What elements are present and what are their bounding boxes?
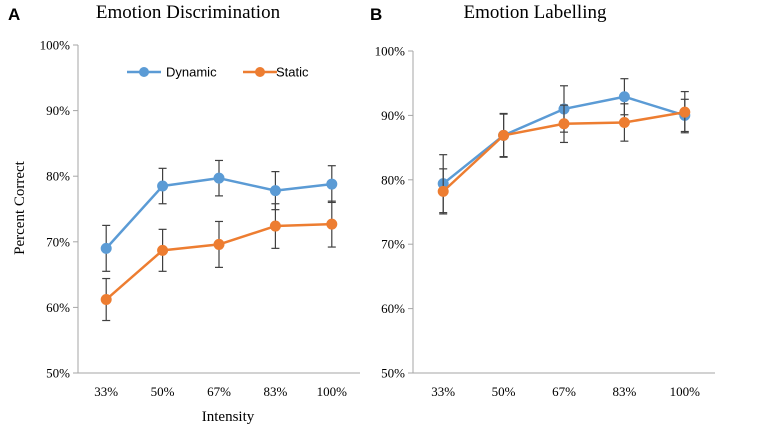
- panel-a-y-tick-label: 80%: [46, 169, 70, 184]
- panel-a-x-tick-label: 67%: [207, 384, 231, 399]
- panel-b-x-tick-label: 83%: [612, 384, 636, 399]
- panel-b-x-tick-label: 67%: [552, 384, 576, 399]
- panel-b-x-tick-label: 50%: [492, 384, 516, 399]
- panel-b-static-point: [679, 106, 691, 118]
- panel-a-y-tick-label: 50%: [46, 366, 70, 381]
- legend-static-label: Static: [276, 65, 309, 80]
- legend-dynamic-marker: [139, 67, 149, 77]
- panel-a-plot: 50% 60% 70% 80% 90% 100% 33% 50% 67% 83% 100%: [40, 38, 360, 399]
- panel-a-dynamic-point: [326, 178, 338, 190]
- panel-a-x-axis-title: Intensity: [202, 409, 255, 425]
- panel-a-letter: A: [8, 5, 20, 24]
- panel-a-y-axis-title: Percent Correct: [12, 160, 28, 255]
- panel-b-title: Emotion Labelling: [463, 2, 607, 23]
- panel-a-y-tick-label: 100%: [40, 38, 71, 53]
- panel-a-static-point: [100, 294, 112, 306]
- panel-b-static-point: [558, 118, 570, 130]
- legend-dynamic-label: Dynamic: [166, 65, 217, 80]
- panel-b-dynamic-point: [618, 91, 630, 103]
- panel-a-title: Emotion Discrimination: [96, 2, 281, 23]
- panel-a-dynamic-point: [213, 172, 225, 184]
- panel-a-static-point: [269, 220, 281, 232]
- panel-a-dynamic-point: [157, 180, 169, 192]
- panel-b-y-tick-label: 50%: [381, 366, 405, 381]
- panel-b-y-tick-label: 60%: [381, 301, 405, 316]
- panel-b-plot: 50% 60% 70% 80% 90% 100% 33% 50% 67% 83% 100%: [375, 44, 715, 399]
- panel-b-x-tick-label: 33%: [431, 384, 455, 399]
- panel-b-y-tick-label: 70%: [381, 237, 405, 252]
- panel-a-dynamic-point: [100, 242, 112, 254]
- panel-b-letter: B: [370, 5, 382, 24]
- panel-a-y-tick-label: 60%: [46, 300, 70, 315]
- panel-b-static-point: [618, 116, 630, 128]
- panel-a-static-point: [213, 238, 225, 250]
- panel-a-x-tick-label: 100%: [317, 384, 348, 399]
- panel-a-y-tick-label: 70%: [46, 234, 70, 249]
- panel-a-x-tick-label: 83%: [263, 384, 287, 399]
- panel-a-static-point: [157, 244, 169, 256]
- panel-a-legend: Dynamic Static: [127, 65, 309, 80]
- panel-b-static-point: [498, 129, 510, 141]
- panel-b-y-tick-label: 80%: [381, 172, 405, 187]
- panel-b-y-tick-label: 100%: [375, 44, 406, 59]
- legend-static-marker: [255, 67, 265, 77]
- panel-b-y-tick-label: 90%: [381, 108, 405, 123]
- panel-a-y-tick-label: 90%: [46, 103, 70, 118]
- panel-b-x-tick-label: 100%: [670, 384, 701, 399]
- panel-a-x-tick-label: 33%: [94, 384, 118, 399]
- panel-a-dynamic-point: [269, 185, 281, 197]
- panel-a-x-tick-label: 50%: [151, 384, 175, 399]
- panel-a-static-point: [326, 218, 338, 230]
- panel-b-static-point: [437, 185, 449, 197]
